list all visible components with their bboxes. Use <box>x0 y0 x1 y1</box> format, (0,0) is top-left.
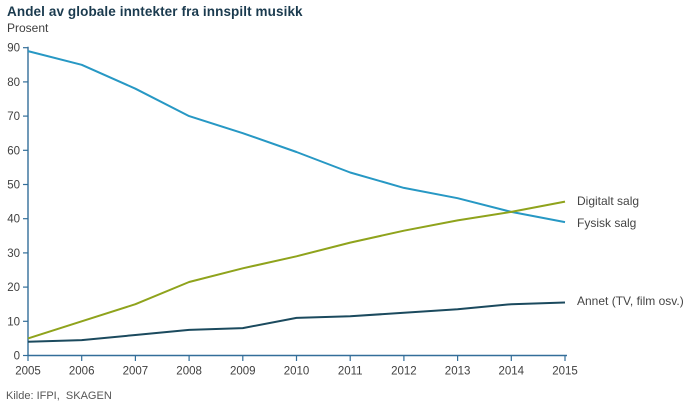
y-tick-label: 50 <box>7 180 20 192</box>
chart-title: Andel av globale inntekter fra innspilt … <box>7 4 303 19</box>
x-tick-label: 2007 <box>123 366 149 378</box>
x-tick-label: 2013 <box>445 366 471 378</box>
x-tick-label: 2011 <box>338 366 363 378</box>
y-tick-label: 0 <box>14 351 20 363</box>
y-tick-label: 80 <box>7 77 20 89</box>
x-tick-label: 2015 <box>552 366 578 378</box>
x-tick-label: 2012 <box>391 366 417 378</box>
series-line-fysisk-salg <box>27 50 566 224</box>
x-tick-label: 2009 <box>230 366 256 378</box>
y-tick-label: 60 <box>7 145 20 157</box>
x-tick-label: 2005 <box>15 366 41 378</box>
x-tick-label: 2008 <box>176 366 202 378</box>
series-line-annet-tv-film-osv <box>27 301 566 343</box>
series-label-digitalt-salg: Digitalt salg <box>577 194 640 208</box>
chart-unit-label: Prosent <box>7 21 49 35</box>
x-tick-label: 2010 <box>284 366 310 378</box>
y-tick-label: 70 <box>7 111 20 123</box>
y-tick-label: 90 <box>7 43 20 55</box>
y-tick-label: 10 <box>7 316 20 328</box>
x-tick-label: 2006 <box>69 366 95 378</box>
series-label-annet: Annet (TV, film osv.) <box>577 294 684 308</box>
y-tick-label: 40 <box>7 214 20 226</box>
series-line-digitalt-salg <box>27 200 566 340</box>
y-tick-label: 30 <box>7 248 20 260</box>
series-label-fysisk-salg: Fysisk salg <box>577 216 637 230</box>
x-tick-label: 2014 <box>499 366 525 378</box>
y-tick-label: 20 <box>7 282 20 294</box>
source-note: Kilde: IFPI, SKAGEN <box>6 390 112 402</box>
